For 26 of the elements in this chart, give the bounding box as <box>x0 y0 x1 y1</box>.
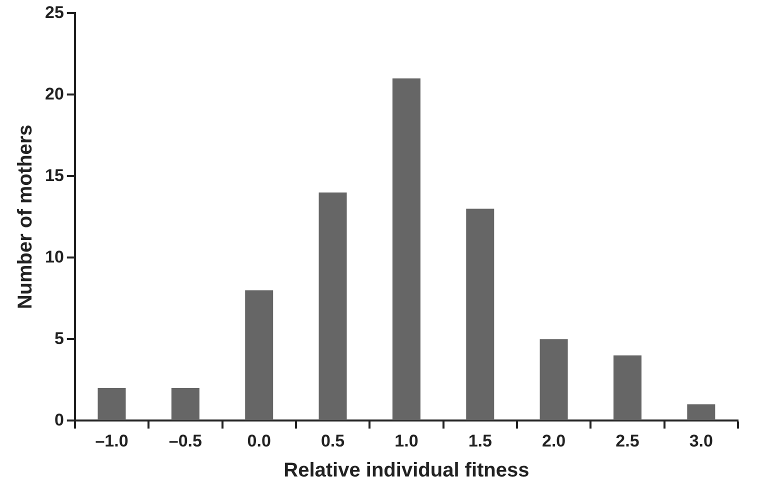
bar <box>687 404 716 420</box>
x-tick-label: 3.0 <box>689 431 713 450</box>
bar <box>540 339 568 420</box>
y-tick-label: 10 <box>44 247 64 266</box>
bar <box>245 290 274 420</box>
x-tick-label: 1.5 <box>468 431 492 450</box>
x-tick-label: 0.0 <box>247 431 271 450</box>
x-tick-label: 1.0 <box>394 431 418 450</box>
bar <box>318 192 347 420</box>
bar <box>171 388 200 420</box>
x-tick-label: 0.5 <box>320 431 345 450</box>
y-tick-label: 5 <box>54 328 64 348</box>
x-tick-label: –0.5 <box>168 431 202 450</box>
x-tick-label: –1.0 <box>95 431 128 450</box>
bar <box>392 78 420 420</box>
bar <box>613 355 642 420</box>
x-tick-label: 2.5 <box>616 431 640 450</box>
y-tick-label: 25 <box>44 2 64 22</box>
y-axis-title: Number of mothers <box>14 124 37 310</box>
bar <box>98 388 126 420</box>
y-tick-label: 20 <box>44 84 64 104</box>
x-axis-title: Relative individual fitness <box>284 460 530 482</box>
y-tick-label: 15 <box>44 166 64 185</box>
y-tick-label: 0 <box>54 410 64 430</box>
bar <box>466 208 494 420</box>
x-tick-label: 2.0 <box>542 431 566 450</box>
